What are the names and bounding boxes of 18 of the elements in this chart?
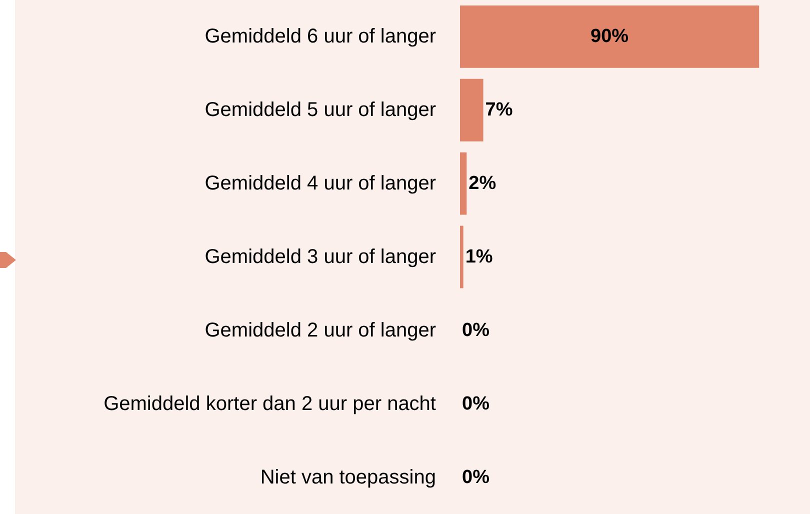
data-label: 7% (485, 100, 513, 121)
y-tick-label: Niet van toepassing (260, 466, 436, 488)
data-label: 0% (462, 466, 490, 488)
data-label: 2% (468, 173, 496, 194)
bar (460, 226, 464, 288)
y-tick-label: Gemiddeld 4 uur of langer (204, 172, 436, 195)
data-label: 0% (462, 393, 490, 414)
data-label: 90% (590, 26, 629, 48)
y-tick-label: Gemiddeld korter dan 2 uur per nacht (104, 392, 436, 415)
bar (460, 152, 467, 215)
data-label: 0% (462, 320, 490, 341)
y-tick-label: Gemiddeld 6 uur of langer (204, 26, 436, 48)
data-label: 1% (465, 246, 493, 268)
bar (460, 78, 484, 142)
y-tick-label: Gemiddeld 3 uur of langer (204, 246, 436, 268)
y-tick-label: Gemiddeld 2 uur of langer (204, 319, 436, 342)
y-tick-label: Gemiddeld 5 uur of langer (204, 99, 436, 122)
bar (460, 6, 760, 68)
